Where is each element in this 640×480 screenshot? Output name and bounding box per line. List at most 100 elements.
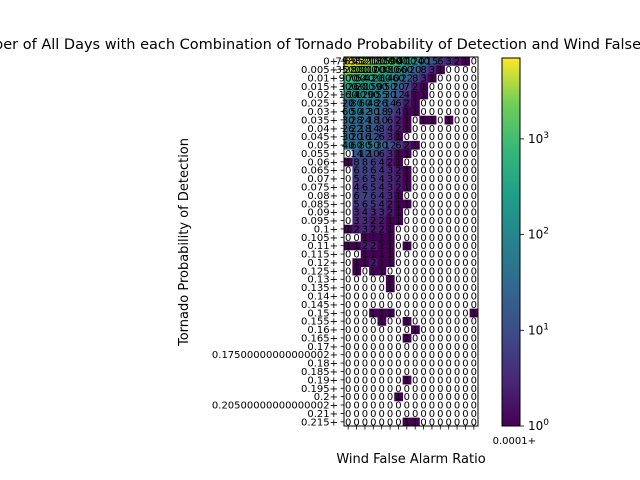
cell-value-label: 140: [347, 90, 366, 101]
cell-value-label: 0: [454, 317, 460, 328]
cell-value-label: 2: [370, 224, 376, 235]
heatmap-cell: [419, 90, 429, 100]
cell-value-label: 0: [462, 216, 468, 227]
heatmap-cell: [385, 241, 395, 251]
cell-value-label: 6: [379, 132, 385, 143]
cell-value-label: 0: [362, 300, 368, 311]
cell-value-label: 2100: [361, 57, 386, 68]
cell-value-label: 0: [387, 359, 393, 370]
cell-value-label: 0: [446, 384, 452, 395]
heatmap-cell: [352, 266, 362, 276]
cell-value-label: 0: [462, 325, 468, 336]
heatmap-cell: [427, 57, 437, 66]
cell-value-label: 0: [412, 384, 418, 395]
heatmap-cell: [402, 182, 412, 192]
cell-value-label: 0: [437, 333, 443, 344]
cell-value-label: 0: [420, 359, 426, 370]
heatmap-cell: [377, 90, 387, 100]
y-tick-label: 0.045+: [301, 132, 338, 143]
cell-value-label: 0: [395, 258, 401, 269]
cell-value-label: 0: [462, 149, 468, 160]
cell-value-label: 0: [404, 401, 410, 412]
cell-value-label: 80: [359, 141, 372, 152]
cell-value-label: 0: [429, 401, 435, 412]
cell-value-label: 0: [353, 342, 359, 353]
heatmap-cell: [419, 57, 429, 66]
cell-value-label: 1: [404, 241, 410, 252]
cell-value-label: 26: [342, 124, 355, 135]
cell-value-label: 0: [471, 367, 477, 378]
cell-value-label: 0: [404, 224, 410, 235]
cell-value-label: 1: [362, 258, 368, 269]
cell-value-label: 0: [395, 333, 401, 344]
cell-value-label: 0: [454, 166, 460, 177]
cell-value-label: 3: [446, 57, 452, 68]
cell-value-label: 14: [384, 99, 397, 110]
cell-value-label: 0: [446, 367, 452, 378]
heatmap-cell: [394, 90, 404, 100]
cell-value-label: 5: [370, 174, 376, 185]
cell-value-label: 1: [420, 115, 426, 126]
cell-value-label: 0: [437, 367, 443, 378]
heatmap-cell: [411, 325, 420, 335]
cell-value-label: 0: [446, 359, 452, 370]
cell-value-label: 0: [353, 325, 359, 336]
cell-value-label: 0: [370, 392, 376, 403]
cell-value-label: 0: [353, 384, 359, 395]
cell-value-label: 0: [437, 409, 443, 420]
cell-value-label: 0: [437, 392, 443, 403]
cell-value-label: 8: [362, 166, 368, 177]
x-tick-label: 0.0001+: [493, 436, 536, 447]
cell-value-label: 8: [353, 157, 359, 168]
cell-value-label: 0: [471, 258, 477, 269]
heatmap-cell: [419, 73, 429, 83]
cell-value-label: 0: [420, 275, 426, 286]
heatmap-cell: [385, 98, 395, 108]
y-tick-label: 0.215+: [301, 417, 338, 428]
cell-value-label: 6: [370, 191, 376, 202]
heatmap-cell: [369, 308, 378, 318]
cell-value-label: 540: [355, 73, 374, 84]
heatmap-cell: [394, 191, 404, 200]
cell-value-label: 0: [370, 325, 376, 336]
heatmap-cell: [344, 115, 353, 125]
heatmap-cell: [360, 140, 370, 150]
heatmap-cell: [402, 107, 412, 117]
cell-value-label: 0: [437, 308, 443, 319]
heatmap-cell: [344, 57, 353, 66]
heatmap-cell: [360, 224, 370, 234]
cell-value-label: 0: [395, 384, 401, 395]
cell-value-label: 0: [420, 233, 426, 244]
cell-value-label: 0: [429, 417, 435, 428]
cell-value-label: 0: [345, 208, 351, 219]
y-tick-label: 0.155+: [301, 317, 338, 328]
heatmap-cell: [469, 308, 479, 318]
cell-value-label: 42: [359, 107, 372, 118]
cell-value-label: 0: [404, 132, 410, 143]
heatmap-cell: [402, 174, 412, 184]
cell-value-label: 2: [353, 224, 359, 235]
cell-value-label: 0: [420, 241, 426, 252]
cell-value-label: 5: [370, 182, 376, 193]
cell-value-label: 0: [429, 82, 435, 93]
cell-value-label: 0: [454, 359, 460, 370]
cell-value-label: 0: [437, 317, 443, 328]
heatmap-cell: [419, 82, 429, 91]
cell-value-label: 0: [437, 417, 443, 428]
heatmap-cell: [377, 157, 387, 167]
cell-value-label: 0: [420, 417, 426, 428]
cell-value-label: 0: [412, 199, 418, 210]
cell-value-label: 0: [362, 367, 368, 378]
y-axis-label: Tornado Probability of Detection: [177, 138, 192, 347]
cell-value-label: 0: [454, 367, 460, 378]
cell-value-label: 0: [370, 359, 376, 370]
cell-value-label: 0: [462, 258, 468, 269]
cell-value-label: 0: [454, 308, 460, 319]
cell-value-label: 0: [454, 300, 460, 311]
cell-value-label: 1: [387, 241, 393, 252]
cell-value-label: 0: [412, 409, 418, 420]
cell-value-label: 0: [429, 90, 435, 101]
cell-value-label: 4321: [352, 57, 377, 68]
heatmap-cell: [352, 182, 362, 192]
